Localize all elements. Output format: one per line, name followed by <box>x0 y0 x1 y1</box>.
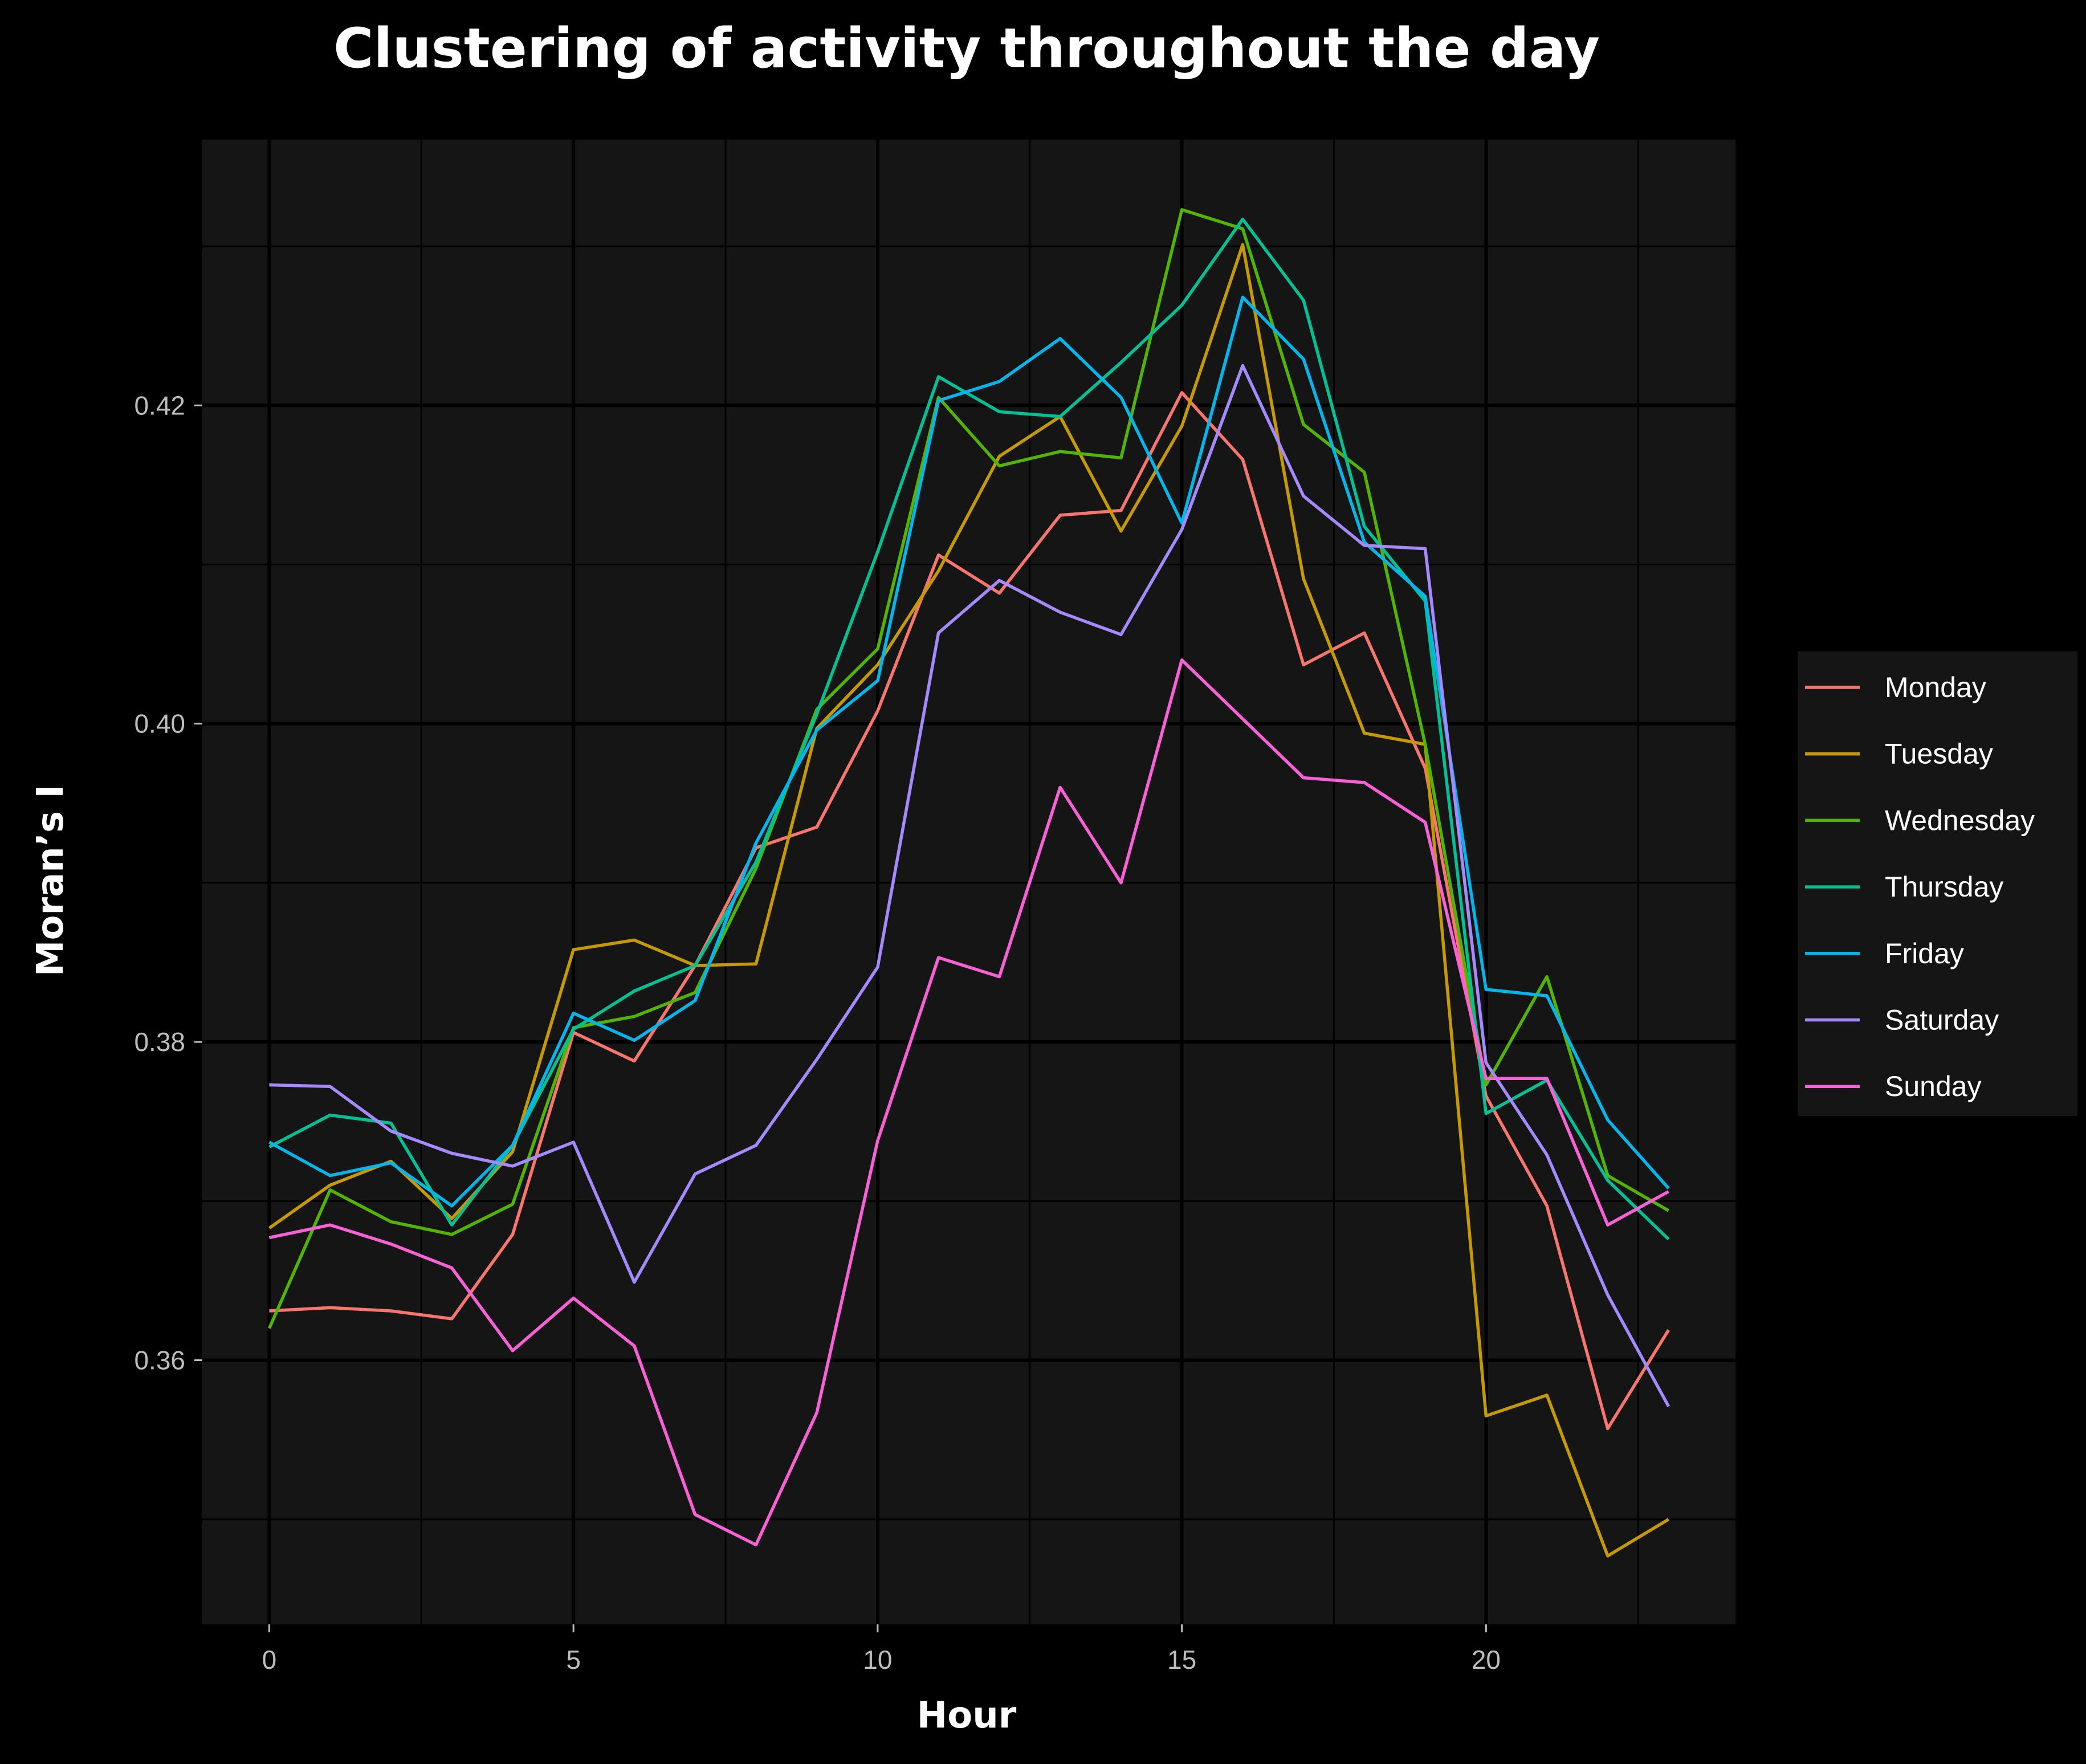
y-tick-label: 0.36 <box>134 1346 185 1375</box>
legend: Monday Tuesday Wednesday Thursday Friday Satu… <box>1798 651 2077 1116</box>
x-axis-ticks: 0 5 10 15 20 <box>262 1624 1501 1675</box>
x-tick-label: 5 <box>566 1645 581 1675</box>
x-axis-title: Hour <box>917 1694 1017 1737</box>
legend-label-wednesday: Wednesday <box>1885 804 2035 836</box>
legend-items: Monday Tuesday Wednesday Thursday Friday Satu… <box>1805 671 2035 1102</box>
x-tick-label: 0 <box>262 1645 277 1675</box>
y-tick-label: 0.38 <box>134 1027 185 1057</box>
y-axis-title: Moran’s I <box>30 785 72 976</box>
series-line-wednesday <box>267 208 1669 1329</box>
y-tick-label: 0.40 <box>134 709 185 739</box>
legend-label-tuesday: Tuesday <box>1885 738 1993 770</box>
x-tick-label: 10 <box>863 1645 892 1675</box>
series-line-friday <box>268 295 1670 1208</box>
legend-label-sunday: Sunday <box>1885 1070 1982 1102</box>
legend-background <box>1798 651 2077 1116</box>
series-line-saturday <box>269 364 1671 1407</box>
x-tick-label: 20 <box>1472 1645 1501 1675</box>
y-axis-ticks: 0.36 0.38 0.40 0.42 <box>134 390 202 1375</box>
y-tick-label: 0.42 <box>134 390 185 420</box>
legend-label-monday: Monday <box>1885 671 1986 703</box>
series-line-monday <box>269 391 1670 1431</box>
series-line-sunday <box>268 658 1669 1547</box>
legend-label-saturday: Saturday <box>1885 1004 1999 1036</box>
series-line-thursday <box>268 217 1670 1241</box>
chart-title: Clustering of activity throughout the da… <box>333 17 1600 80</box>
series-lines <box>267 208 1671 1558</box>
x-tick-label: 15 <box>1167 1645 1196 1675</box>
legend-label-thursday: Thursday <box>1885 871 2003 903</box>
legend-label-friday: Friday <box>1885 938 1964 969</box>
